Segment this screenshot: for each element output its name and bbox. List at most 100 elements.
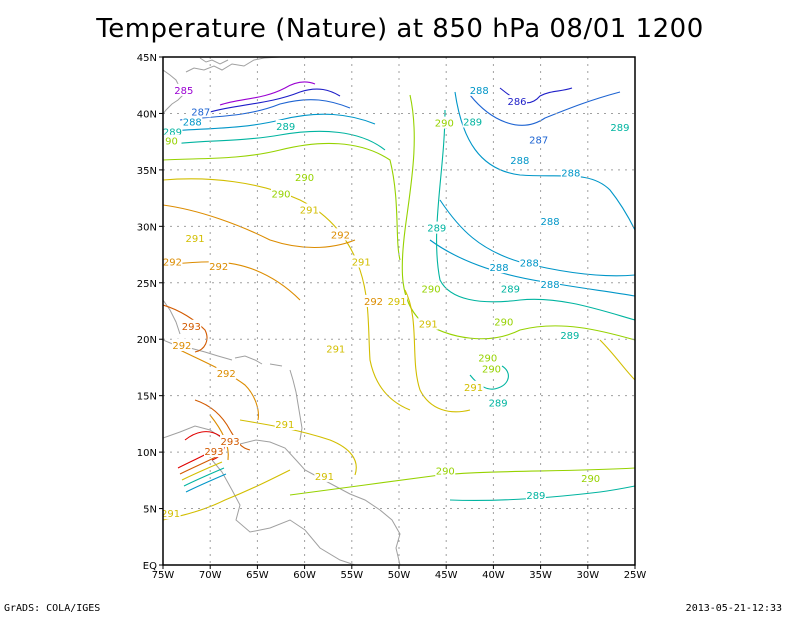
contour-292c [179, 349, 259, 421]
lesser-antilles-coast [289, 369, 303, 441]
contour-label-bg [163, 507, 181, 520]
contour-label: 290 [482, 365, 501, 376]
contour-label-bg [540, 214, 561, 227]
contour-label-bg [462, 115, 483, 128]
contour-label: 290 [581, 474, 600, 485]
contour-label-bg [185, 231, 206, 244]
contour-292 [163, 204, 356, 249]
puerto-rico-coast [269, 363, 283, 367]
contour-label: 290 [271, 190, 290, 201]
contour-label-bg [294, 170, 315, 183]
contour-291c [239, 419, 357, 476]
contour-label: 286 [507, 97, 526, 108]
contour-label: 289 [526, 491, 545, 502]
lon-tick-label: 25W [624, 570, 647, 581]
contour-label: 291 [388, 297, 407, 308]
contour-label-bg [560, 166, 581, 179]
contour-288b [454, 91, 635, 231]
lon-tick-label: 35W [529, 570, 552, 581]
maritimes-coast [199, 57, 229, 65]
contour-287 [179, 99, 351, 121]
lat-tick-label: 20N [137, 335, 157, 346]
contour-label: 288 [470, 86, 489, 97]
contour-label-bg [330, 228, 351, 241]
contour-289 [163, 130, 386, 151]
contour-label: 293 [204, 447, 223, 458]
contour-label-bg [540, 278, 561, 291]
contour-label: 293 [220, 437, 239, 448]
contour-label-bg [274, 418, 295, 431]
lon-tick-label: 40W [482, 570, 505, 581]
contour-label-bg [435, 464, 456, 477]
contour-label-bg [325, 342, 346, 355]
south-america-interior [211, 459, 356, 565]
contour-289d [449, 485, 635, 502]
contour-label-bg [203, 445, 224, 458]
contour-label-bg [387, 294, 408, 307]
contour-hot-d [183, 467, 225, 487]
contour-label: 288 [183, 117, 202, 128]
contour-label-bg [507, 95, 527, 108]
contour-label: 293 [182, 322, 201, 333]
contour-label: 289 [489, 399, 508, 410]
contour-label-bg [173, 83, 194, 96]
contour-label-bg [500, 282, 521, 295]
contour-293b [194, 399, 251, 451]
contour-label-bg [220, 434, 241, 447]
contour-291e [599, 339, 635, 381]
contour-label-bg [208, 259, 229, 272]
contour-label: 289 [560, 331, 579, 342]
contour-label-bg [182, 115, 203, 128]
contour-label-bg [488, 396, 509, 409]
contour-label-bg [469, 83, 490, 96]
footer-right: 2013-05-21-12:33 [685, 603, 782, 614]
contour-label: 289 [276, 122, 295, 133]
contour-label: 291 [326, 344, 345, 355]
coastline-layer [163, 57, 401, 565]
contour-287b [469, 91, 621, 126]
lat-tick-label: 25N [137, 279, 157, 290]
contour-291 [163, 178, 411, 411]
contour-label: 289 [610, 123, 629, 134]
lat-tick-label: 35N [137, 166, 157, 177]
hispaniola-coast [234, 355, 263, 365]
contour-label-bg [171, 338, 192, 351]
contour-285 [219, 81, 316, 106]
south-america-coast [163, 425, 401, 565]
contour-label-bg [463, 380, 484, 393]
contour-hot-e [185, 473, 227, 493]
contour-292b [163, 261, 301, 301]
contour-label-bg [299, 203, 320, 216]
contour-label-bg [426, 221, 447, 234]
contour-label-bg [489, 261, 510, 274]
contour-label-bg [275, 119, 296, 132]
axis-tick-labels: 75W 70W 65W 60W 55W 50W 45W 40W 35W 30W 25W EQ 5N 10N… [137, 53, 647, 581]
lat-tick-label: 15N [137, 392, 157, 403]
lon-tick-label: 55W [340, 570, 363, 581]
contour-291b [404, 289, 471, 413]
contour-label-bg [509, 153, 530, 166]
contour-label-bg [163, 125, 183, 138]
contour-label: 291 [275, 420, 294, 431]
contour-label: 287 [191, 107, 210, 118]
contour-label: 285 [174, 86, 193, 97]
lat-tick-label: 30N [137, 222, 157, 233]
contour-label-bg [351, 255, 372, 268]
contour-label: 292 [209, 262, 228, 273]
contour-291d [163, 469, 291, 521]
contour-label: 289 [427, 224, 446, 235]
lon-tick-label: 50W [388, 570, 411, 581]
lon-tick-label: 65W [246, 570, 269, 581]
lon-tick-label: 30W [576, 570, 599, 581]
lon-tick-label: 45W [435, 570, 458, 581]
contour-label: 288 [561, 168, 580, 179]
contour-label-bg [434, 116, 455, 129]
contour-label-bg [363, 294, 384, 307]
contour-label-bg [314, 469, 335, 482]
contour-label-bg [271, 187, 291, 200]
contour-label: 288 [540, 217, 559, 228]
contour-289b [436, 109, 635, 321]
contour-label: 290 [295, 173, 314, 184]
contour-286 [209, 88, 341, 113]
